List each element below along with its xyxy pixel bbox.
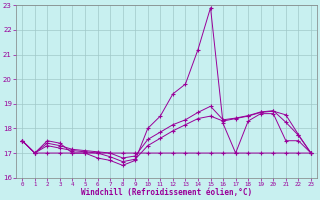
X-axis label: Windchill (Refroidissement éolien,°C): Windchill (Refroidissement éolien,°C) [81,188,252,197]
